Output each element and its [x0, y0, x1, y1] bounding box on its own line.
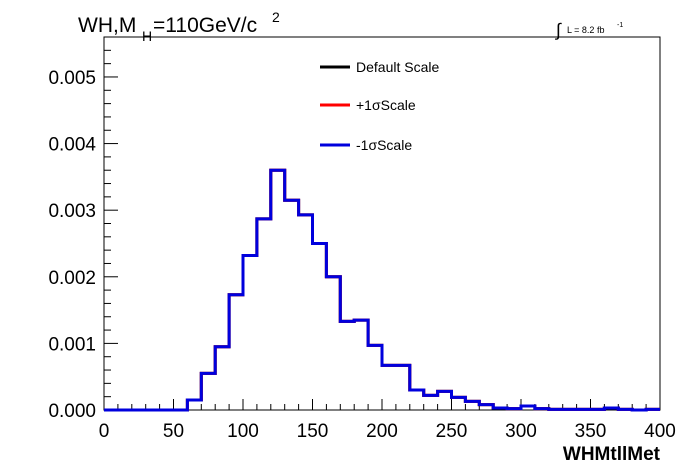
y-tick-label: 0.000: [48, 401, 96, 422]
title-rest: =110GeV/c: [153, 14, 257, 37]
x-axis: 0 50 100 150 200 250 300 350 400: [99, 399, 676, 442]
legend-label: Default Scale: [356, 59, 439, 75]
chart-title: WH,M H =110GeV/c 2: [78, 9, 280, 44]
y-tick-label: 0.002: [48, 268, 96, 289]
title-superscript: 2: [272, 9, 280, 25]
y-tick-label: 0.003: [48, 201, 96, 222]
x-tick-label: 150: [297, 421, 329, 442]
title-subscript: H: [142, 28, 152, 44]
x-tick-label: 100: [227, 421, 259, 442]
series-layer: [104, 168, 660, 412]
luminosity-label: ∫ L = 8.2 fb -1: [554, 20, 623, 40]
x-tick-label: 350: [575, 421, 607, 442]
x-tick-label: 0: [99, 421, 110, 442]
y-tick-label: 0.001: [48, 334, 96, 355]
series-line-3: [104, 168, 660, 412]
y-tick-label: 0.004: [48, 135, 96, 156]
legend-label: -1σScale: [356, 137, 412, 153]
x-tick-label: 50: [163, 421, 184, 442]
x-tick-label: 300: [505, 421, 537, 442]
luminosity-superscript: -1: [617, 22, 623, 29]
x-axis-title: WHMtllMet: [563, 444, 661, 465]
x-tick-label: 250: [436, 421, 468, 442]
y-axis: 0.000 0.001 0.002 0.003 0.004 0.005: [48, 36, 118, 422]
legend: Default Scale +1σScale -1σScale: [320, 59, 439, 153]
y-tick-label: 0.005: [48, 68, 96, 89]
title-main: WH,M: [78, 14, 136, 37]
luminosity-text: L = 8.2 fb: [567, 25, 604, 35]
legend-label: +1σScale: [356, 97, 416, 113]
x-tick-label: 400: [644, 421, 676, 442]
integral-sign: ∫: [554, 20, 562, 40]
x-tick-label: 200: [366, 421, 398, 442]
